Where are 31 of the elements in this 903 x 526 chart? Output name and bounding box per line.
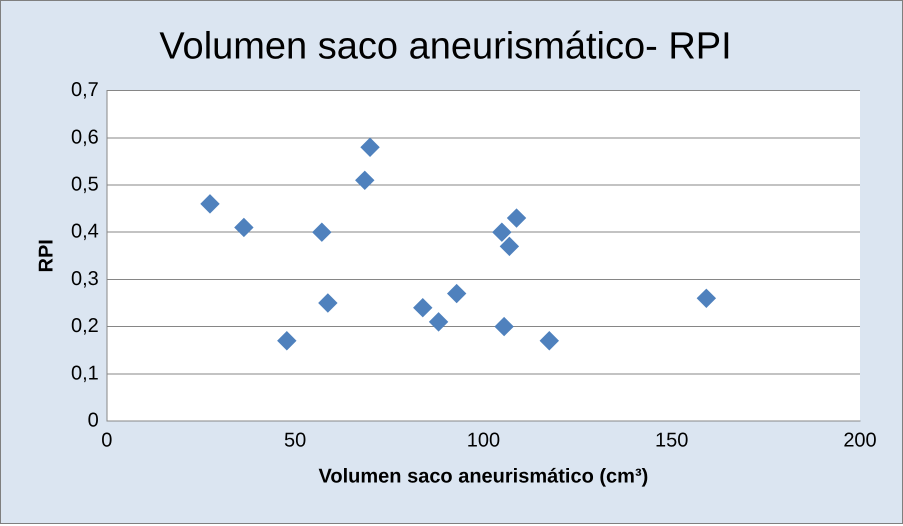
y-tick-label: 0,1 [70, 362, 99, 384]
point [234, 218, 254, 237]
point [413, 298, 432, 318]
x-tick-label: 100 [466, 430, 500, 452]
point [312, 222, 332, 242]
y-tick-label: 0,5 [70, 174, 99, 196]
y-tick-label: 0 [88, 410, 99, 432]
point [429, 312, 448, 332]
point [540, 331, 559, 350]
point [492, 222, 512, 242]
point [447, 284, 466, 304]
y-tick-label: 0,4 [70, 220, 99, 243]
chart-title: Volumen saco aneurismático- RPI [159, 25, 732, 68]
point [355, 170, 374, 190]
point [200, 194, 220, 214]
point [507, 208, 526, 228]
x-tick-label: 50 [284, 430, 306, 452]
point [318, 294, 338, 312]
y-tick-label: 0,2 [70, 315, 99, 338]
x-axis-title: Volumen saco aneurismático (cm³) [318, 466, 648, 488]
point [277, 331, 296, 350]
y-tick-label: 0,7 [70, 79, 99, 102]
y-tick-label: 0,3 [70, 268, 99, 290]
point [500, 236, 519, 256]
y-tick-label: 0,6 [70, 126, 99, 148]
point [360, 138, 380, 157]
point [494, 317, 514, 336]
y-axis-title: RPI [36, 239, 58, 272]
x-tick-label: 150 [655, 430, 688, 452]
x-tick-label: 200 [843, 430, 877, 452]
point [696, 288, 716, 308]
